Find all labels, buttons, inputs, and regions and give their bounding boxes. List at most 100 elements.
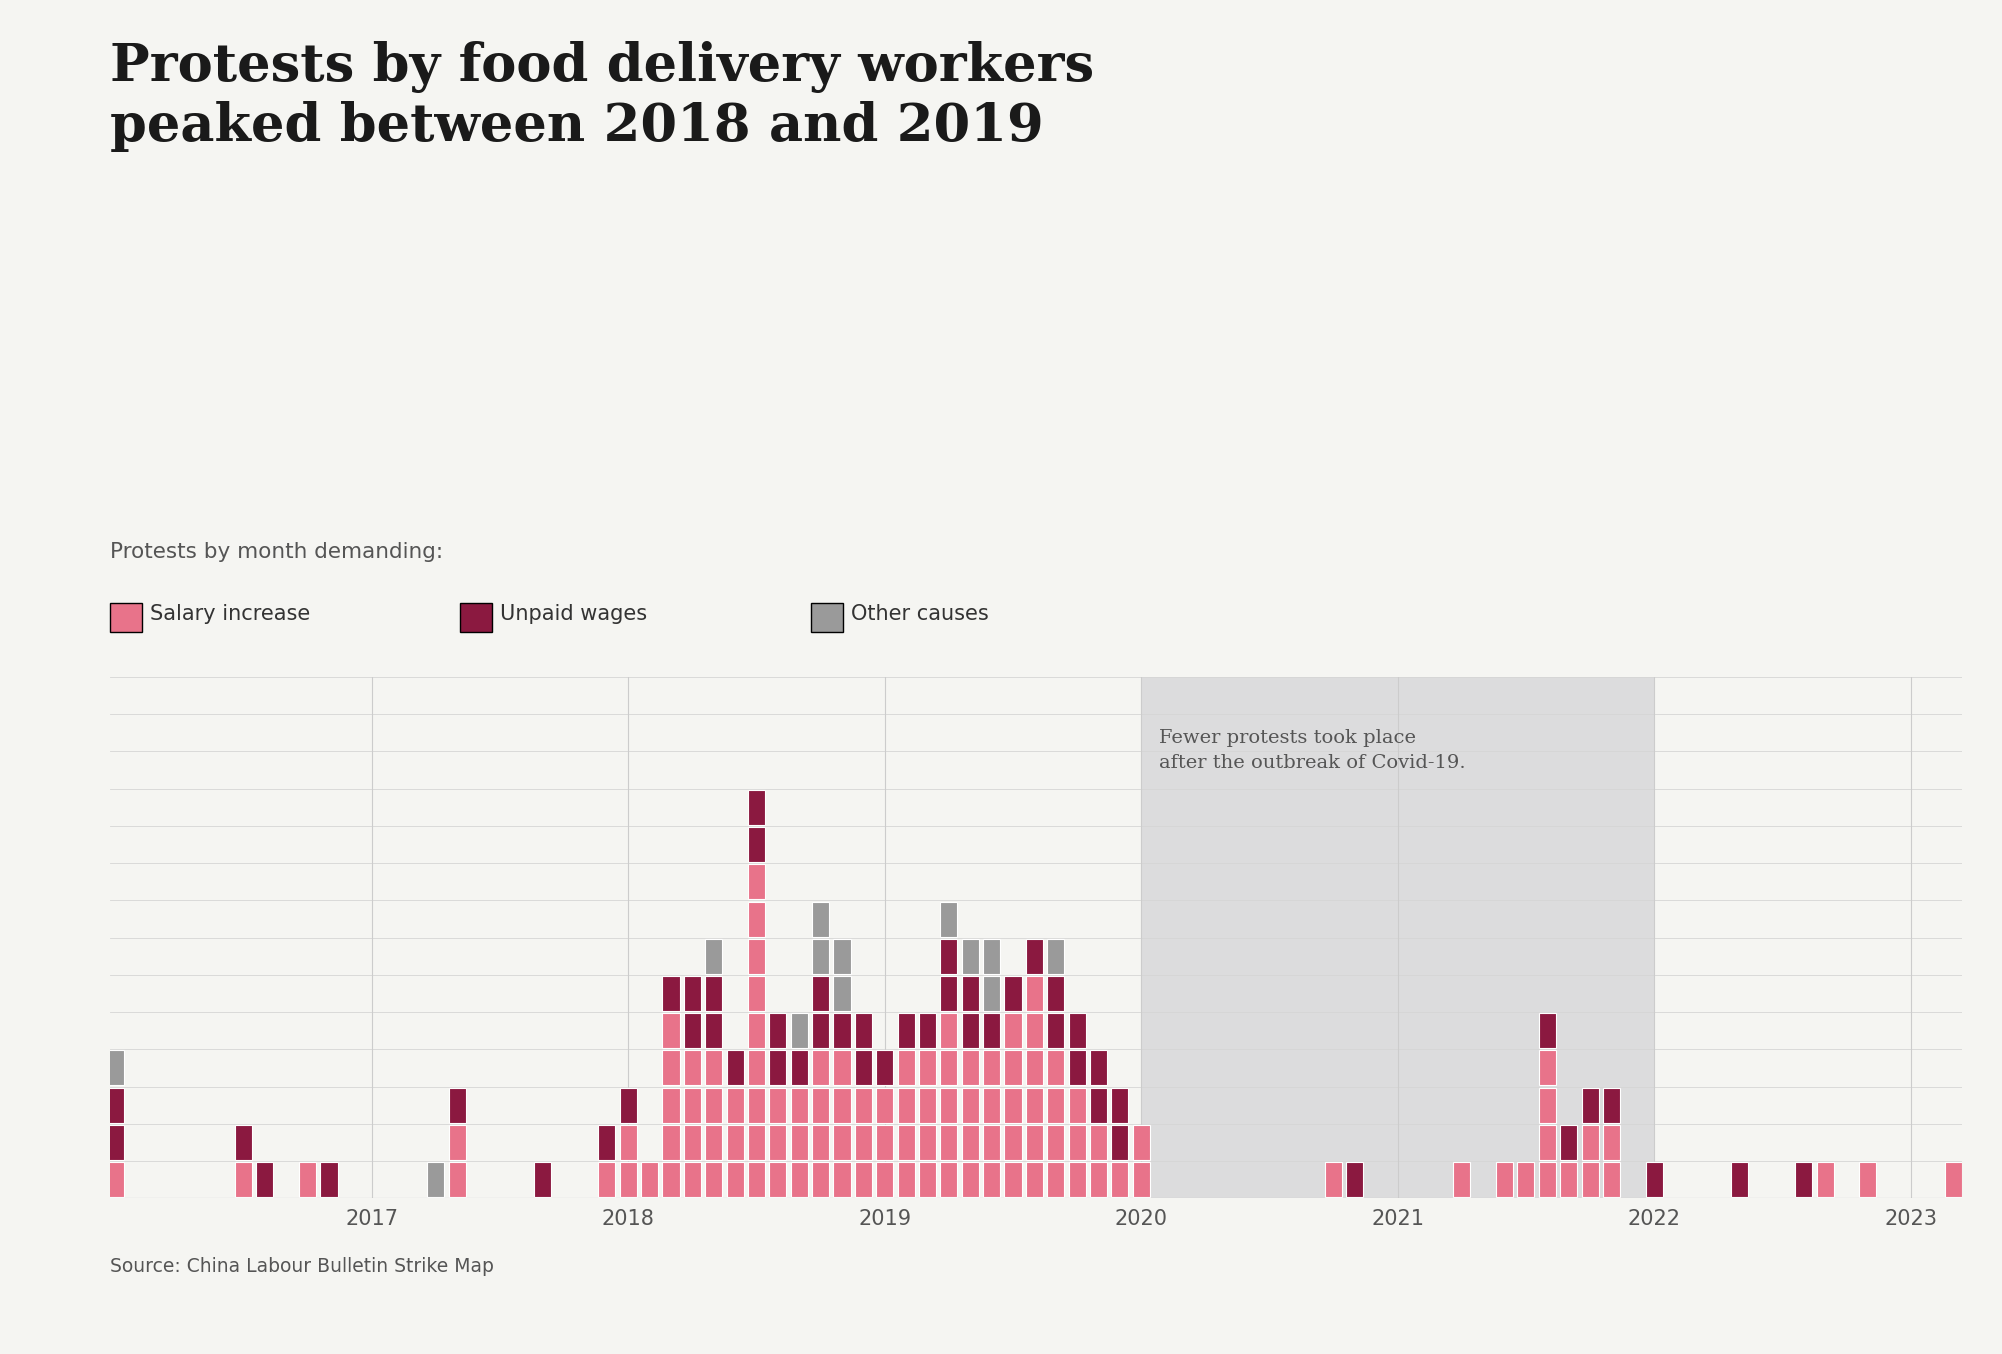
Bar xyxy=(1646,1162,1664,1197)
Bar xyxy=(1540,1013,1556,1048)
Bar xyxy=(941,1162,957,1197)
Bar xyxy=(234,1125,252,1160)
Bar xyxy=(897,1125,915,1160)
Bar xyxy=(705,938,723,974)
Bar xyxy=(983,1125,1001,1160)
Bar xyxy=(983,1162,1001,1197)
Bar xyxy=(1347,1162,1363,1197)
Text: Protests by food delivery workers
peaked between 2018 and 2019: Protests by food delivery workers peaked… xyxy=(110,41,1095,152)
Bar xyxy=(769,1051,787,1086)
Bar xyxy=(1069,1162,1085,1197)
Bar xyxy=(1025,1013,1043,1048)
Text: Salary increase: Salary increase xyxy=(150,604,310,624)
Bar xyxy=(1453,1162,1469,1197)
Bar xyxy=(941,1087,957,1122)
Bar xyxy=(769,1162,787,1197)
Bar xyxy=(855,1125,873,1160)
Bar xyxy=(705,1013,723,1048)
Bar xyxy=(983,1013,1001,1048)
Bar xyxy=(1732,1162,1748,1197)
Bar xyxy=(1047,938,1065,974)
Bar xyxy=(1047,1087,1065,1122)
Bar xyxy=(1025,1125,1043,1160)
Bar xyxy=(1025,1087,1043,1122)
Bar xyxy=(749,789,765,825)
Bar xyxy=(833,1013,851,1048)
Bar xyxy=(983,1051,1001,1086)
Bar xyxy=(705,1087,723,1122)
Bar xyxy=(813,1162,829,1197)
Bar xyxy=(1860,1162,1876,1197)
Bar xyxy=(961,1013,979,1048)
Bar xyxy=(1495,1162,1514,1197)
Bar xyxy=(919,1125,937,1160)
Bar xyxy=(1089,1051,1107,1086)
Bar xyxy=(663,1125,679,1160)
Bar xyxy=(599,1162,615,1197)
Bar xyxy=(877,1087,893,1122)
Bar xyxy=(897,1051,915,1086)
Bar xyxy=(749,1087,765,1122)
Bar xyxy=(1005,1013,1021,1048)
Bar xyxy=(791,1162,807,1197)
Bar xyxy=(897,1162,915,1197)
Bar xyxy=(749,1162,765,1197)
Bar xyxy=(813,1051,829,1086)
Bar xyxy=(106,1087,124,1122)
Bar xyxy=(941,1013,957,1048)
Bar xyxy=(1005,1051,1021,1086)
Bar xyxy=(1047,976,1065,1011)
Bar xyxy=(663,1162,679,1197)
Bar xyxy=(106,1125,124,1160)
Bar xyxy=(897,1087,915,1122)
Bar xyxy=(855,1051,873,1086)
Bar xyxy=(1025,1051,1043,1086)
Bar xyxy=(426,1162,444,1197)
Bar xyxy=(727,1051,743,1086)
Bar xyxy=(833,1162,851,1197)
Bar xyxy=(1089,1087,1107,1122)
Bar xyxy=(919,1013,937,1048)
Bar xyxy=(685,1051,701,1086)
Bar xyxy=(705,976,723,1011)
Bar xyxy=(961,976,979,1011)
Bar xyxy=(941,1051,957,1086)
Bar xyxy=(1582,1125,1600,1160)
Bar xyxy=(599,1125,615,1160)
Bar xyxy=(685,1087,701,1122)
Bar xyxy=(983,976,1001,1011)
Bar xyxy=(1005,1162,1021,1197)
Bar xyxy=(106,1162,124,1197)
Bar xyxy=(1133,1125,1149,1160)
Bar xyxy=(298,1162,316,1197)
Bar xyxy=(535,1162,551,1197)
Bar xyxy=(663,1051,679,1086)
Bar xyxy=(749,1013,765,1048)
Bar xyxy=(749,864,765,899)
Bar xyxy=(877,1162,893,1197)
Bar xyxy=(448,1087,466,1122)
Bar xyxy=(813,1013,829,1048)
Bar xyxy=(106,1051,124,1086)
Bar xyxy=(749,1051,765,1086)
Bar xyxy=(1069,1013,1085,1048)
Bar xyxy=(1540,1087,1556,1122)
Bar xyxy=(1604,1162,1620,1197)
Bar xyxy=(941,902,957,937)
Bar xyxy=(941,938,957,974)
Bar xyxy=(1540,1125,1556,1160)
Bar xyxy=(1325,1162,1341,1197)
Bar xyxy=(919,1051,937,1086)
Bar xyxy=(941,1125,957,1160)
Bar xyxy=(833,1087,851,1122)
Bar xyxy=(621,1162,637,1197)
Bar xyxy=(1944,1162,1962,1197)
Bar xyxy=(791,1125,807,1160)
Bar xyxy=(1025,1162,1043,1197)
Bar xyxy=(1069,1087,1085,1122)
Bar xyxy=(961,1125,979,1160)
Bar xyxy=(685,1013,701,1048)
Bar xyxy=(727,1087,743,1122)
Bar xyxy=(941,976,957,1011)
Text: Source: China Labour Bulletin Strike Map: Source: China Labour Bulletin Strike Map xyxy=(110,1257,494,1275)
